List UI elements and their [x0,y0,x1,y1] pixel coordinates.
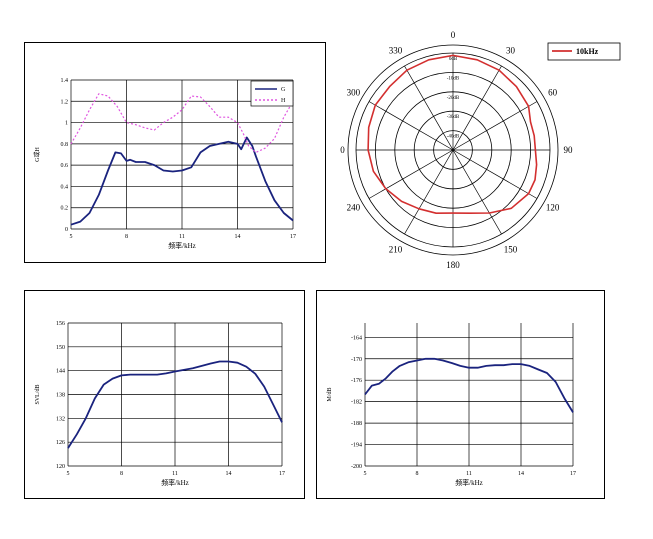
polar-outer-ring [347,44,559,256]
y-tick-label: 0.6 [61,163,69,169]
y-tick-label: 144 [56,369,65,375]
y-tick-label: 150 [56,345,65,351]
y-tick-label: 132 [56,416,65,422]
series-line-H [70,93,294,154]
y-tick-label: -170 [351,357,362,363]
polar-ring-label: 0dB [449,57,458,62]
y-tick-label: 120 [56,464,65,470]
x-tick-label: 8 [416,471,419,477]
x-axis-label: 频率/kHz [161,478,189,487]
y-tick-label: 1 [65,121,68,127]
polar-angle-label: 210 [389,245,403,255]
x-tick-label: 5 [70,234,73,240]
polar-angle-label: 240 [347,203,361,213]
polar-angle-label: 330 [389,45,403,55]
x-tick-label: 17 [279,471,285,477]
polar-spoke [404,149,454,235]
polar-spoke [452,65,502,151]
y-tick-label: -200 [351,464,362,470]
polar-spoke [452,149,538,199]
x-axis-label: 频率/kHz [168,241,196,250]
legend-box [250,80,294,107]
polar-angle-label: 0 [451,30,456,40]
y-axis-label: SVL/dB [35,384,41,404]
polar-spoke [452,101,538,151]
x-tick-label: 11 [466,471,472,477]
x-tick-label: 5 [364,471,367,477]
polar-spoke [368,101,454,151]
x-tick-label: 14 [226,471,232,477]
y-tick-label: 0.2 [61,206,69,212]
y-tick-label: 1.4 [61,78,69,84]
polar-angle-label: 180 [446,260,460,270]
y-axis-label: M/dB [327,387,333,401]
polar-angle-label: 30 [506,45,516,55]
x-axis-label: 频率/kHz [455,478,483,487]
x-tick-label: 5 [67,471,70,477]
polar-angle-label: 270 [340,145,345,155]
polar-ring-label: -30dB [447,115,460,120]
y-tick-label: -194 [351,443,362,449]
polar-ring-label: -20dB [447,96,460,101]
y-tick-label: 156 [56,321,65,327]
chart-svl: 120 126 132 138 144 150 156 5 8 11 14 17 频率/kHz SVL/d… [35,321,285,487]
x-tick-label: 17 [290,234,296,240]
x-tick-label: 8 [120,471,123,477]
legend-label-G: G [281,87,286,93]
chart-panel-svl: 120 126 132 138 144 150 156 5 8 11 14 17 频率/kHz SVL/d… [24,290,305,499]
y-tick-label: -176 [351,378,362,384]
polar-angle-label: 90 [564,145,574,155]
y-tick-label: -164 [351,335,362,341]
legend-label-H: H [281,98,286,104]
series-line-G [70,136,294,226]
x-tick-label: 14 [518,471,524,477]
x-tick-label: 17 [570,471,576,477]
chart-panel-m: -164 -170 -176 -182 -188 -194 -200 5 8 11 14 17 频率/k… [316,290,605,499]
polar-legend-box [547,42,621,61]
polar-ring-label: -10dB [447,76,460,81]
polar-spoke [452,149,502,235]
polar-angle-label: 300 [347,88,361,98]
y-tick-label: -188 [351,421,362,427]
polar-angle-label: 150 [504,245,518,255]
y-tick-label: 0.8 [61,142,69,148]
series-line-M [364,357,574,413]
polar-series-line [367,54,538,214]
y-tick-label: 138 [56,393,65,399]
y-axis-label: G或H [33,147,41,162]
chart-polar: 0 30 60 90 120 150 180 210 240 270 300 330 0dB -10dB -… [340,30,621,270]
x-tick-label: 11 [179,234,185,240]
x-tick-label: 8 [125,234,128,240]
polar-legend-label: 10kHz [576,47,599,56]
polar-spoke [404,65,454,151]
polar-angle-label: 120 [546,203,560,213]
y-tick-label: -182 [351,400,362,406]
x-tick-label: 11 [172,471,178,477]
series-line-SVL [67,360,283,449]
chart-gh: 0 0.2 0.4 0.6 0.8 1 1.2 1.4 5 8 11 14 17 频率/kHz G或H GH [33,78,296,250]
y-tick-label: 1.2 [61,99,69,105]
chart-panel-gh: 0 0.2 0.4 0.6 0.8 1 1.2 1.4 5 8 11 14 17 频率/kHz G或H G H [24,42,326,263]
y-tick-label: 0.4 [61,184,69,190]
y-tick-label: 0 [65,227,68,233]
polar-angle-label: 60 [548,88,558,98]
polar-ring-label: -40dB [447,135,460,140]
polar-spoke [368,149,454,199]
y-tick-label: 126 [56,440,65,446]
x-tick-label: 14 [235,234,241,240]
